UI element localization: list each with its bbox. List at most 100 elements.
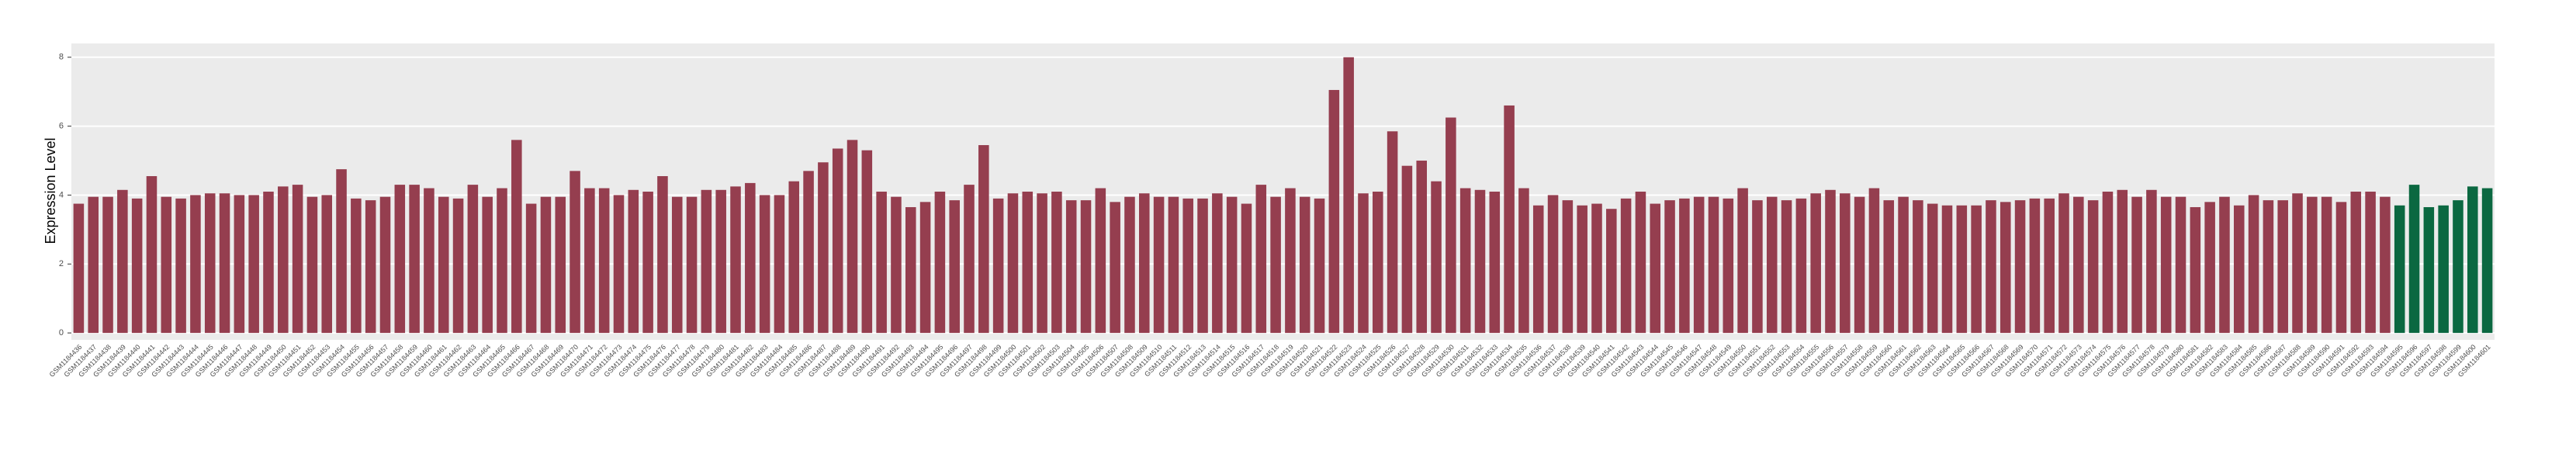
y-tick-label: 0 — [59, 328, 64, 338]
y-tick-label: 2 — [59, 259, 64, 268]
bar — [847, 140, 858, 334]
bar — [467, 185, 479, 334]
bar — [2014, 200, 2026, 334]
bar — [1781, 200, 1792, 334]
y-axis-title: Expression Level — [43, 137, 58, 244]
bar — [497, 188, 507, 334]
bar — [394, 185, 406, 334]
bar — [1532, 205, 1544, 334]
bar — [248, 195, 259, 334]
y-tick-label: 8 — [59, 53, 64, 62]
bar — [1562, 200, 1574, 334]
bar — [1577, 205, 1587, 334]
bar — [2058, 193, 2069, 334]
bar — [1270, 196, 1281, 334]
bar — [1766, 196, 1778, 334]
bar — [2029, 198, 2041, 334]
bar — [818, 162, 829, 334]
bar — [1037, 193, 1047, 334]
bar — [2073, 196, 2084, 334]
bar — [1927, 203, 1938, 334]
bar — [2394, 205, 2405, 334]
bar — [306, 196, 318, 334]
bar — [1387, 131, 1398, 334]
bar — [1110, 202, 1120, 334]
bar — [1810, 193, 1821, 334]
bar — [1168, 196, 1179, 334]
bar — [1373, 192, 1383, 334]
bar — [1446, 117, 1456, 334]
bar — [351, 198, 362, 334]
bar — [540, 196, 552, 334]
y-tick-label: 6 — [59, 122, 64, 131]
bar — [2219, 196, 2230, 334]
bar — [1343, 57, 1354, 334]
bar — [1255, 185, 1267, 334]
bar — [102, 196, 113, 334]
bar — [1489, 192, 1501, 334]
bar — [1620, 198, 1632, 334]
bar — [2277, 200, 2288, 334]
bar — [1708, 196, 1719, 334]
bar — [525, 203, 537, 334]
bar — [2233, 205, 2245, 334]
bar — [1153, 196, 1165, 334]
bar — [1285, 188, 1296, 334]
bar — [219, 193, 230, 334]
bar — [2131, 196, 2142, 334]
bar — [1737, 188, 1748, 334]
bar — [1358, 193, 1369, 334]
bar — [409, 185, 420, 334]
bar — [2102, 192, 2114, 334]
bar — [1868, 188, 1880, 334]
bar — [146, 176, 158, 334]
bar — [2292, 193, 2303, 334]
bar — [438, 196, 449, 334]
bar — [2380, 196, 2391, 334]
bar — [1504, 105, 1515, 334]
bar — [745, 182, 756, 334]
bar — [452, 198, 464, 334]
bar — [511, 140, 522, 334]
bar — [1664, 200, 1675, 334]
bar — [2190, 206, 2201, 334]
bar — [2204, 202, 2215, 334]
bar — [263, 192, 274, 334]
bar — [131, 198, 143, 334]
bar — [1416, 161, 1427, 334]
y-tick-label: 4 — [59, 190, 64, 199]
bar — [1854, 196, 1865, 334]
bar — [2350, 192, 2362, 334]
bar — [336, 169, 347, 334]
bar — [1986, 200, 1996, 334]
bar — [292, 185, 303, 334]
bar — [482, 196, 493, 334]
bar — [1547, 195, 1559, 334]
bar — [2248, 195, 2259, 334]
bar — [949, 200, 960, 334]
bar — [1795, 198, 1807, 334]
bar — [978, 145, 989, 334]
bar — [759, 195, 770, 334]
bar — [2423, 206, 2435, 334]
bar — [1065, 200, 1077, 334]
bar — [832, 148, 843, 334]
bar — [715, 189, 726, 334]
bar — [1007, 193, 1019, 334]
bar — [2307, 196, 2318, 334]
bar — [175, 198, 186, 334]
bar — [628, 189, 639, 334]
bar — [1474, 189, 1486, 334]
bar — [234, 195, 245, 334]
bar — [2146, 189, 2157, 334]
bar — [1459, 188, 1471, 334]
bar — [861, 150, 873, 334]
bar — [1591, 203, 1602, 334]
bar — [1051, 192, 1062, 334]
bar — [671, 196, 683, 334]
bar — [642, 192, 653, 334]
bar — [161, 196, 172, 334]
bar — [2467, 186, 2478, 334]
bar — [1679, 198, 1690, 334]
bar — [1635, 192, 1646, 334]
